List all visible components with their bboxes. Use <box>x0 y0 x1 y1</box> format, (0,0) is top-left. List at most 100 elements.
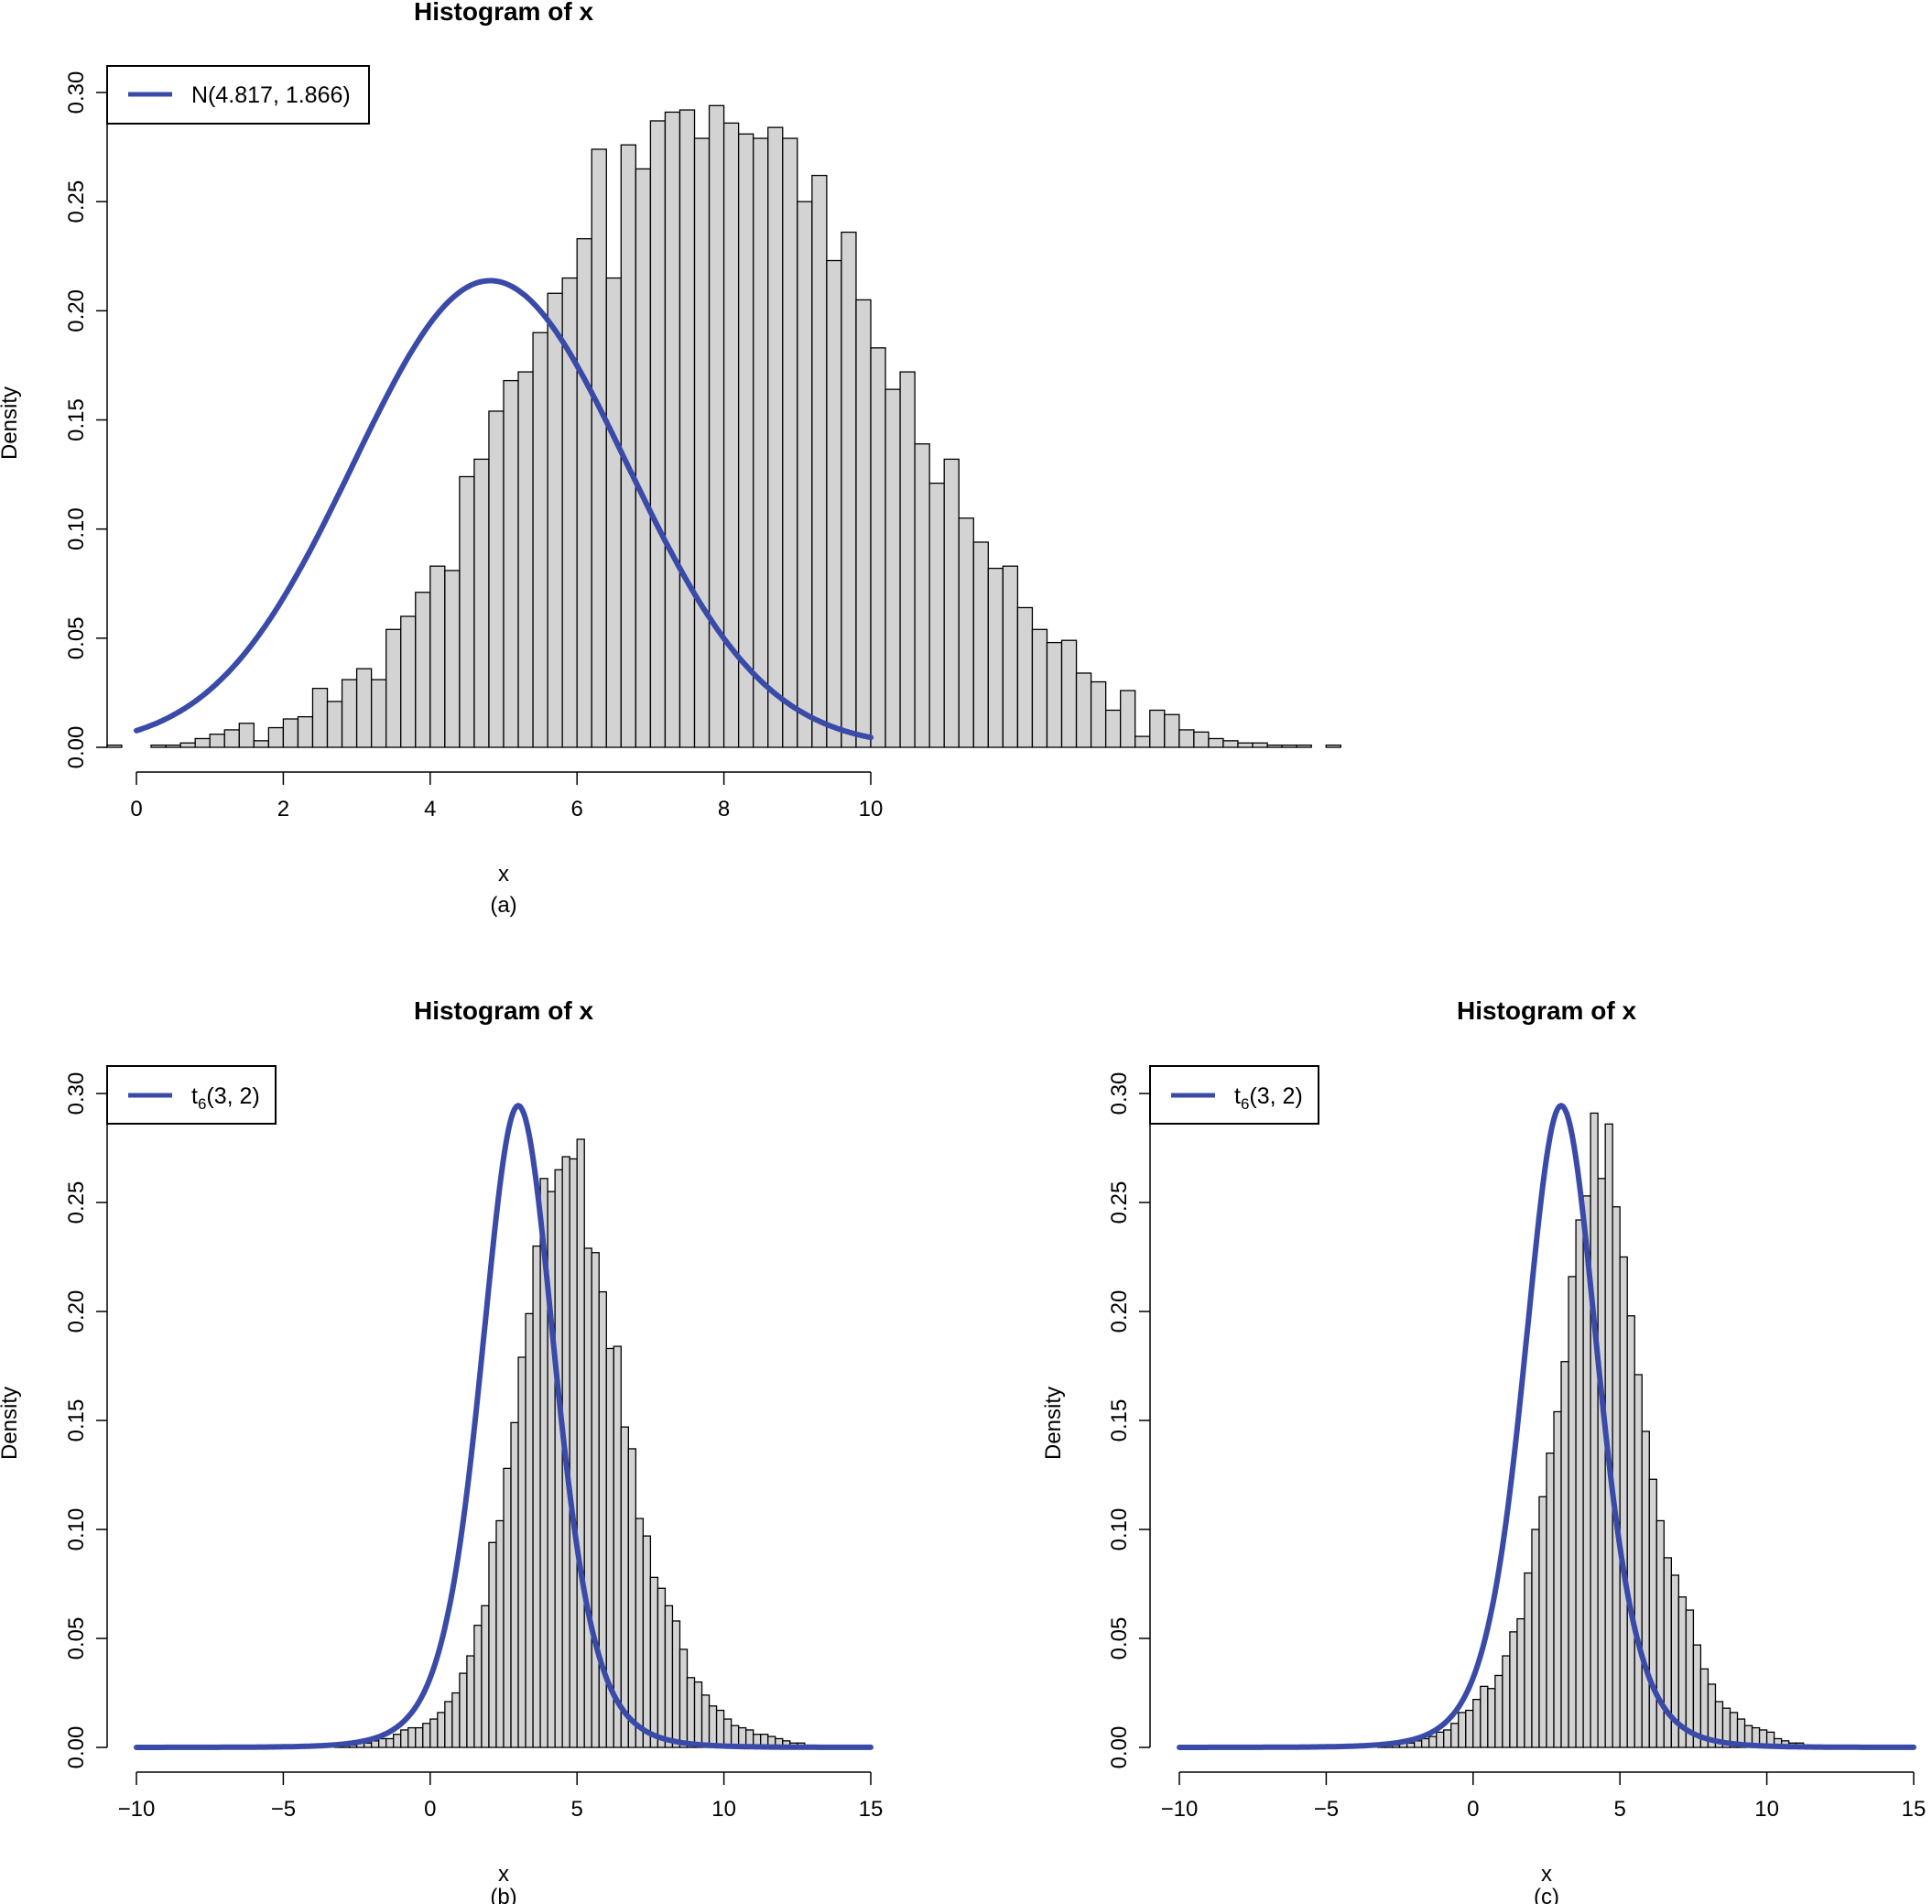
chart-title: Histogram of x <box>1457 996 1636 1025</box>
histogram-bar <box>473 1625 483 1748</box>
histogram-bar <box>715 1709 725 1748</box>
histogram-bar <box>370 1740 380 1748</box>
legend-label-args: (3, 2) <box>206 1083 259 1109</box>
legend-label: t6(3, 2) <box>1234 1083 1303 1113</box>
x-tick-label: −5 <box>271 1797 296 1822</box>
histogram-bar <box>671 1620 681 1748</box>
x-tick-label: 5 <box>1614 1797 1626 1822</box>
histogram-bar <box>297 715 314 748</box>
y-tick-label: 0.10 <box>64 1508 89 1551</box>
histogram-bar <box>613 1345 622 1748</box>
histogram-bar <box>1494 1674 1503 1748</box>
histogram-bar <box>1685 1609 1695 1748</box>
histogram-bar <box>664 1605 674 1748</box>
x-tick-label: 15 <box>1902 1797 1927 1822</box>
histogram-bar <box>1090 680 1107 748</box>
histogram-bar <box>238 723 255 748</box>
histogram-bar <box>1502 1655 1511 1748</box>
histogram-bar <box>194 737 211 748</box>
histogram-bar <box>1406 1742 1416 1748</box>
histogram-bar <box>620 144 637 748</box>
bars <box>333 1138 820 1748</box>
histogram-bar <box>1531 1529 1540 1748</box>
panel-caption: (a) <box>490 893 516 918</box>
histogram-bar <box>1193 731 1210 748</box>
x-tick-label: 10 <box>711 1797 736 1822</box>
x-axis-label: x <box>498 1862 509 1887</box>
histogram-bar <box>782 137 798 748</box>
histogram-bar <box>958 517 974 748</box>
histogram-bar <box>1046 641 1063 748</box>
histogram-bar <box>1509 1631 1518 1748</box>
bars <box>106 104 1341 748</box>
histogram-bar <box>385 1737 395 1748</box>
histogram-bar <box>1164 713 1180 748</box>
x-tick-label: −10 <box>1161 1797 1199 1822</box>
histogram-bar <box>444 570 461 748</box>
histogram-bar <box>1553 1410 1562 1748</box>
x-tick-label: 0 <box>130 797 142 821</box>
histogram-bar <box>1458 1712 1467 1748</box>
histogram-bar <box>378 1737 387 1748</box>
histogram-bar <box>591 1252 600 1748</box>
x-tick-label: 5 <box>571 1797 583 1822</box>
y-axis: 0.00 0.05 0.10 0.15 0.20 0.25 0.30 <box>64 1072 108 1769</box>
histogram-bar <box>649 120 667 748</box>
histogram-bar <box>1281 744 1297 748</box>
histogram-bar <box>415 592 431 748</box>
histogram-bar <box>678 109 696 748</box>
x-tick-label: 15 <box>859 1797 884 1822</box>
histogram-bar <box>686 1677 696 1748</box>
histogram-bar <box>437 1712 446 1748</box>
y-tick-label: 0.05 <box>64 616 89 659</box>
y-tick-label: 0.15 <box>1107 1399 1132 1442</box>
y-tick-label: 0.00 <box>64 1726 89 1769</box>
legend-label: t6(3, 2) <box>191 1083 260 1113</box>
histogram-bar <box>797 201 813 748</box>
histogram-bar <box>753 137 769 748</box>
histogram-bar <box>532 1245 541 1748</box>
histogram-bar <box>928 482 945 748</box>
histogram-bar <box>1016 606 1034 748</box>
histogram-bar <box>1597 1178 1606 1748</box>
histogram-bar <box>767 126 784 748</box>
histogram-bar <box>253 740 270 748</box>
histogram-bar <box>363 1742 373 1748</box>
histogram-bar <box>503 1467 512 1748</box>
x-axis: −10 −5 0 5 10 15 <box>1161 1771 1927 1822</box>
histogram-bar <box>459 1672 468 1748</box>
y-tick-label: 0.15 <box>64 398 89 441</box>
histogram-bar <box>422 1723 431 1748</box>
histogram-bar <box>1060 639 1078 748</box>
x-tick-label: 6 <box>571 797 583 821</box>
y-axis: 0.00 0.05 0.10 0.15 0.20 0.25 0.30 <box>64 71 108 768</box>
y-tick-label: 0.00 <box>1107 1726 1132 1769</box>
chart-title: Histogram of x <box>414 996 593 1025</box>
histogram-bar <box>495 1519 505 1748</box>
histogram-bar <box>1568 1276 1577 1748</box>
panel-caption: (c) <box>1534 1885 1559 1904</box>
x-tick-label: 2 <box>277 797 289 821</box>
chart-title: Histogram of x <box>414 0 593 26</box>
y-tick-label: 0.05 <box>64 1617 89 1660</box>
histogram-bar <box>370 679 387 748</box>
histogram-bar <box>1472 1698 1482 1748</box>
histogram-bar <box>1524 1572 1533 1748</box>
histogram-bar <box>429 1718 439 1748</box>
x-tick-label: −10 <box>118 1797 156 1822</box>
histogram-bar <box>1178 729 1195 748</box>
histogram-bar <box>517 371 534 748</box>
histogram-bar <box>914 443 930 748</box>
histogram-bar <box>841 231 857 748</box>
histogram-bar <box>451 1692 461 1748</box>
histogram-bar <box>385 628 402 748</box>
histogram-bar <box>1626 1315 1635 1748</box>
histogram-bar <box>1252 742 1268 748</box>
histogram-bar <box>708 1705 718 1748</box>
panel-a: Histogram of x Density x (a) 0.00 0.05 0.1… <box>0 0 1341 918</box>
histogram-bar <box>488 1541 497 1748</box>
y-axis: 0.00 0.05 0.10 0.15 0.20 0.25 0.30 <box>1107 1072 1151 1769</box>
x-axis: −10 −5 0 5 10 15 <box>118 1771 884 1822</box>
histogram-bar <box>693 1681 703 1748</box>
